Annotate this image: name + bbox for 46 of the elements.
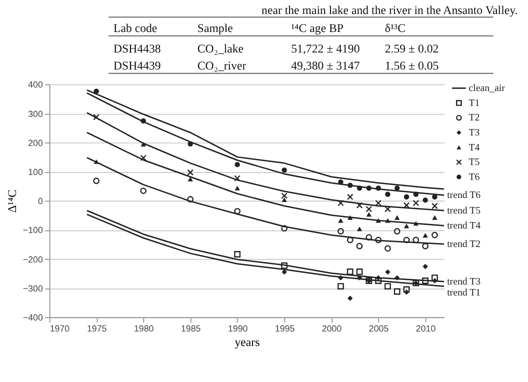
x-tick-label: 1985	[180, 323, 201, 334]
y-tick-label: 0	[38, 196, 43, 206]
y-tick-label: −200	[22, 254, 43, 264]
y-tick-label: −100	[22, 225, 43, 236]
y-axis-title: Δ¹⁴C	[5, 189, 20, 213]
series-label: trend T6	[447, 190, 481, 202]
series-label: trend T3	[447, 276, 481, 288]
x-tick-label: 1970	[50, 323, 70, 334]
text: Sample	[197, 20, 233, 35]
x-tick-label: 1975	[86, 323, 107, 334]
series-label: trend T4	[447, 220, 481, 232]
series-label: trend T2	[447, 239, 481, 250]
y-tick-label: 200	[28, 138, 43, 148]
text: 2.59 ± 0.02	[384, 42, 439, 56]
text: DSH4439	[113, 58, 161, 72]
text: DSH4438	[113, 42, 161, 56]
y-tick-label: 300	[28, 108, 43, 119]
x-tick-label: 1995	[274, 323, 295, 334]
series-label: trend T1	[447, 287, 481, 298]
text: Lab code	[113, 20, 158, 35]
legend-label: clean_air	[468, 83, 506, 94]
series-label: trend T5	[447, 206, 481, 217]
legend-label: T6	[468, 172, 480, 183]
text: 51,722 ± 4190	[291, 42, 360, 56]
text: 1.56 ± 0.05	[384, 58, 439, 72]
x-tick-label: 1990	[228, 323, 248, 334]
y-tick-label: −400	[22, 312, 43, 323]
x-tick-label: 2005	[368, 323, 389, 334]
x-tick-label: 2010	[416, 323, 436, 334]
y-tick-label: 400	[28, 80, 43, 90]
text: 49,380 ± 3147	[291, 58, 360, 72]
legend-label: T4	[468, 142, 480, 154]
legend-label: T5	[468, 157, 480, 168]
text: CO₂_lake	[197, 42, 244, 56]
legend-label: T3	[468, 128, 480, 139]
text: ¹⁴C age BP	[291, 20, 344, 35]
text: near the main lake and the river in the Ansanto Valley.	[262, 3, 518, 18]
x-tick-label: 2000	[322, 323, 342, 334]
legend-label: T2	[468, 112, 480, 124]
text: δ¹³C	[384, 20, 406, 35]
legend-label: T1	[468, 98, 480, 109]
y-tick-label: 100	[28, 167, 43, 178]
text: CO₂_river	[197, 58, 246, 72]
y-tick-label: −300	[22, 283, 43, 294]
x-axis-title: years	[234, 335, 260, 350]
x-tick-label: 1980	[134, 323, 154, 334]
